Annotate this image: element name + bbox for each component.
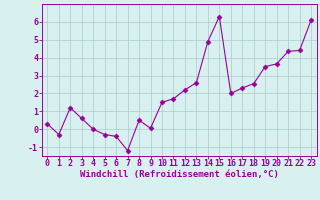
- X-axis label: Windchill (Refroidissement éolien,°C): Windchill (Refroidissement éolien,°C): [80, 170, 279, 179]
